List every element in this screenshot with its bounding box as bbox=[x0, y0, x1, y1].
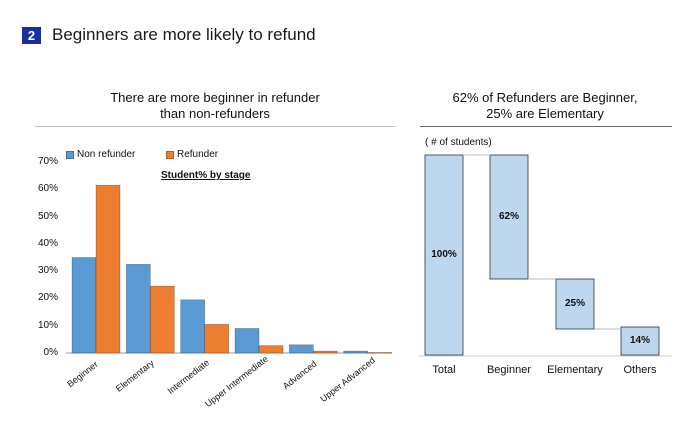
bar-refunder-intermediate bbox=[204, 324, 229, 354]
bar-refunder-upper-intermediate bbox=[258, 345, 284, 354]
left-title-divider bbox=[35, 126, 395, 127]
bar-non-refunder-advanced bbox=[289, 344, 314, 354]
waterfall-value-label: 25% bbox=[564, 298, 585, 309]
y-tick-label: 10% bbox=[37, 319, 58, 331]
waterfall-bar-beginner bbox=[489, 154, 529, 280]
right-chart-title: 62% of Refunders are Beginner, 25% are E… bbox=[420, 90, 670, 122]
legend-label-non-refunder: Non refunder bbox=[77, 149, 136, 160]
y-tick-label: 60% bbox=[37, 183, 58, 195]
waterfall-units-label: ( # of students) bbox=[425, 137, 492, 148]
legend-non-refunder: Non refunder bbox=[66, 149, 135, 160]
y-tick-label: 40% bbox=[37, 237, 58, 249]
legend-swatch-refunder bbox=[166, 150, 174, 159]
y-tick-label: 50% bbox=[37, 210, 58, 222]
right-title-divider bbox=[420, 126, 672, 127]
bar-refunder-upper-advanced bbox=[367, 352, 392, 354]
bar-non-refunder-intermediate bbox=[180, 299, 205, 354]
bar-refunder-advanced bbox=[313, 350, 338, 354]
bar-refunder-beginner bbox=[95, 184, 121, 354]
waterfall-bar-others bbox=[620, 326, 660, 356]
waterfall-category-label: Total bbox=[432, 364, 456, 376]
left-chart-title-line-2: than non-refunders bbox=[160, 106, 270, 121]
bar-non-refunder-upper-intermediate bbox=[234, 328, 260, 354]
y-tick-label: 0% bbox=[43, 347, 58, 358]
waterfall-category-label: Beginner bbox=[486, 364, 532, 376]
left-chart-title-line-1: There are more beginner in refunder bbox=[110, 90, 320, 105]
page-title: Beginners are more likely to refund bbox=[52, 25, 316, 44]
legend-swatch-non-refunder bbox=[66, 150, 74, 159]
waterfall-value-label: 14% bbox=[629, 335, 650, 346]
right-chart-title-line-1: 62% of Refunders are Beginner, bbox=[452, 90, 638, 105]
bar-non-refunder-elementary bbox=[126, 264, 151, 354]
legend-refunder: Refunder bbox=[166, 149, 218, 160]
y-tick-label: 70% bbox=[37, 156, 58, 167]
bar-chart-subtitle: Student% by stage bbox=[161, 170, 251, 181]
y-tick-label: 30% bbox=[37, 265, 58, 277]
right-chart-title-line-2: 25% are Elementary bbox=[486, 106, 604, 121]
waterfall-value-label: 62% bbox=[498, 211, 519, 222]
waterfall-bar-elementary bbox=[555, 278, 595, 330]
y-tick-label: 20% bbox=[37, 292, 58, 304]
section-number-badge: 2 bbox=[22, 27, 41, 44]
legend-label-refunder: Refunder bbox=[177, 149, 219, 160]
left-chart-title: There are more beginner in refunder than… bbox=[60, 90, 370, 122]
waterfall-value-label: 100% bbox=[431, 249, 457, 260]
bar-refunder-elementary bbox=[150, 285, 175, 354]
waterfall-bar-total bbox=[424, 154, 464, 356]
waterfall-category-label: Others bbox=[623, 364, 657, 376]
bar-non-refunder-upper-advanced bbox=[343, 350, 368, 354]
waterfall-category-label: Elementary bbox=[547, 364, 603, 376]
bar-non-refunder-beginner bbox=[71, 257, 97, 354]
